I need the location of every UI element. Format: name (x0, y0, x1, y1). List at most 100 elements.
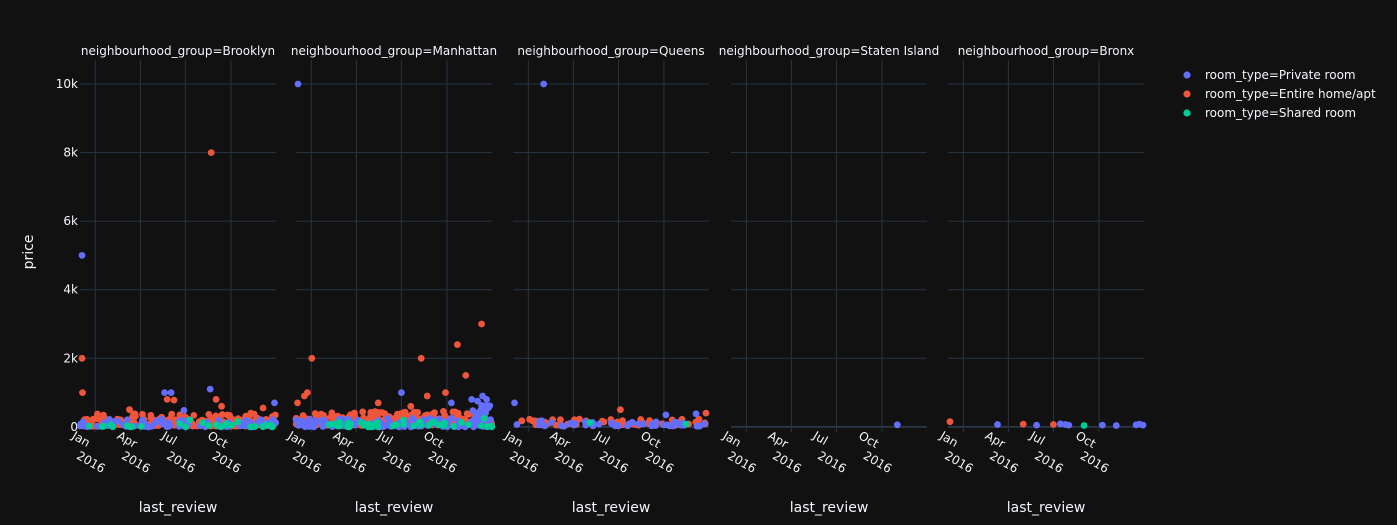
data-point (161, 389, 169, 396)
data-point (458, 419, 465, 426)
data-point (394, 411, 402, 419)
data-point (78, 354, 86, 362)
data-point (513, 421, 521, 428)
data-point (374, 399, 382, 407)
data-point (371, 408, 379, 415)
data-point (946, 418, 954, 426)
data-point (319, 423, 327, 430)
data-point (176, 420, 184, 427)
data-point (465, 421, 472, 428)
legend[interactable]: room_type=Private room room_type=Entire h… (1183, 68, 1376, 120)
y-tick-label: 0 (70, 420, 78, 434)
data-point (176, 411, 184, 419)
y-tick-label: 8k (63, 146, 78, 160)
data-point (259, 404, 267, 412)
data-point (186, 416, 194, 424)
data-point (308, 419, 315, 427)
data-point (163, 396, 171, 403)
data-point (431, 409, 438, 417)
legend-item[interactable]: room_type=Private room (1183, 68, 1356, 82)
data-point (1050, 421, 1057, 428)
data-points (511, 80, 710, 430)
data-point (126, 406, 133, 414)
data-point (586, 419, 594, 427)
y-tick-label: 4k (63, 283, 78, 297)
legend-item[interactable]: room_type=Entire home/apt (1183, 87, 1376, 101)
data-point (158, 415, 166, 423)
data-point (94, 410, 101, 418)
data-point (1080, 422, 1088, 429)
data-point (576, 415, 583, 423)
data-point (435, 421, 442, 429)
data-point (359, 408, 367, 416)
data-point (269, 423, 276, 431)
data-point (423, 392, 431, 400)
data-point (442, 389, 449, 396)
data-points (946, 418, 1147, 429)
facet-title: neighbourhood_group=Manhattan (291, 44, 497, 58)
data-point (190, 422, 198, 429)
data-point (129, 413, 136, 421)
legend-label: room_type=Shared room (1205, 106, 1356, 120)
legend-label: room_type=Private room (1205, 68, 1356, 82)
data-point (560, 422, 568, 430)
facet-panel: Jan2016Apr2016Jul2016Oct2016neighbourhoo… (69, 44, 279, 516)
data-point (94, 422, 101, 430)
data-points (292, 80, 496, 431)
data-point (448, 399, 455, 407)
data-point (660, 421, 668, 429)
data-point (398, 389, 405, 396)
data-point (168, 410, 176, 418)
data-point (223, 421, 231, 429)
data-point (448, 414, 455, 422)
data-point (480, 414, 488, 422)
data-point (182, 423, 190, 431)
facet-title: neighbourhood_group=Bronx (958, 44, 1135, 58)
data-point (518, 417, 526, 425)
data-point (479, 406, 486, 414)
x-axis-title: last_review (139, 500, 218, 516)
data-point (401, 408, 409, 416)
data-point (234, 418, 242, 426)
data-point (652, 422, 659, 429)
data-point (682, 420, 690, 428)
data-point (299, 421, 307, 429)
data-point (109, 423, 116, 431)
data-point (478, 320, 485, 328)
data-point (144, 423, 152, 431)
facet-title: neighbourhood_group=Staten Island (719, 44, 940, 58)
data-point (994, 421, 1001, 428)
y-tick-label: 10k (56, 77, 78, 91)
data-point (228, 421, 236, 429)
data-point (123, 416, 131, 424)
data-point (1033, 421, 1040, 429)
data-point (483, 396, 490, 403)
y-tick-label: 6k (63, 214, 78, 228)
data-point (702, 409, 710, 417)
data-point (226, 412, 234, 419)
data-point (98, 423, 106, 430)
data-point (624, 422, 631, 430)
legend-item[interactable]: room_type=Shared room (1183, 106, 1356, 120)
x-axis-title: last_review (790, 500, 869, 516)
data-point (212, 396, 220, 403)
data-point (164, 423, 171, 430)
y-tick-label: 2k (63, 351, 78, 365)
x-axis-title: last_review (1007, 500, 1086, 516)
data-point (557, 416, 564, 424)
data-point (206, 385, 214, 393)
data-point (218, 411, 226, 418)
data-point (79, 422, 87, 430)
data-points (76, 149, 279, 431)
data-point (294, 421, 302, 429)
data-point (893, 421, 901, 429)
data-point (384, 415, 392, 422)
data-point (1139, 421, 1147, 429)
data-point (441, 422, 448, 429)
data-point (100, 411, 107, 419)
data-point (106, 416, 113, 423)
data-point (190, 412, 198, 419)
data-point (441, 411, 448, 419)
data-point (139, 410, 146, 418)
data-point (247, 409, 255, 417)
